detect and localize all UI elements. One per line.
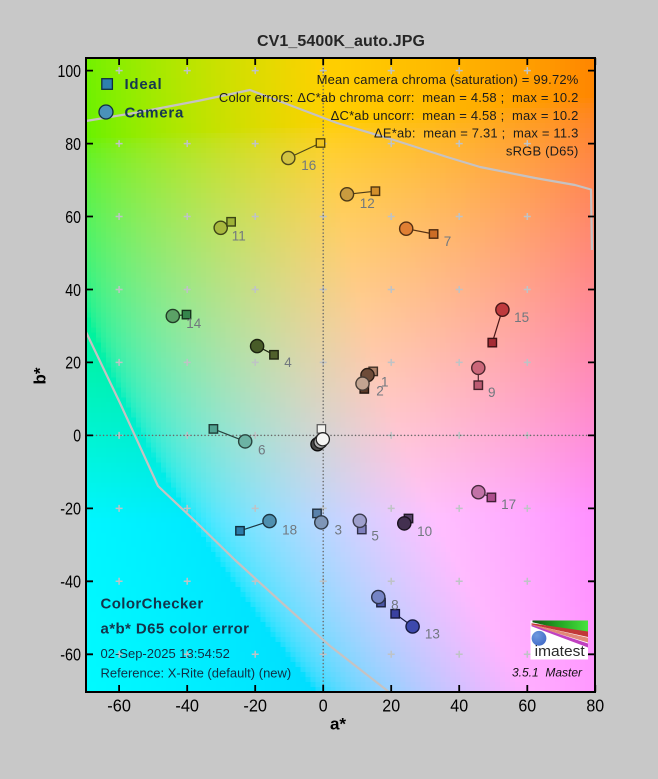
svg-text:20: 20: [65, 353, 81, 373]
svg-text:ΔE*ab: mean = 7.31 ; max = 1: ΔE*ab: mean = 7.31 ; max = 11.3: [374, 126, 578, 141]
svg-text:a*b* D65 color error: a*b* D65 color error: [101, 621, 250, 638]
svg-text:-40: -40: [175, 696, 199, 716]
svg-text:20: 20: [382, 696, 400, 716]
svg-text:60: 60: [65, 207, 81, 227]
svg-text:6: 6: [258, 442, 266, 457]
svg-text:Camera: Camera: [125, 105, 185, 122]
svg-text:b*: b*: [31, 367, 50, 384]
svg-text:1: 1: [381, 375, 389, 390]
svg-text:12: 12: [360, 196, 375, 211]
svg-text:3: 3: [335, 522, 343, 537]
svg-text:13: 13: [425, 627, 440, 642]
svg-text:16: 16: [301, 158, 316, 173]
svg-text:3.5.1 Master: 3.5.1 Master: [512, 666, 583, 680]
svg-text:2: 2: [376, 383, 384, 398]
svg-text:ColorChecker: ColorChecker: [101, 596, 204, 613]
svg-text:5: 5: [371, 529, 379, 544]
svg-text:100: 100: [58, 61, 82, 81]
svg-text:imatest: imatest: [535, 644, 585, 660]
svg-text:9: 9: [488, 385, 496, 400]
svg-text:80: 80: [586, 696, 604, 716]
svg-text:Reference: X-Rite (default) (n: Reference: X-Rite (default) (new): [101, 666, 292, 681]
svg-text:Color errors: ΔC*ab chroma cor: Color errors: ΔC*ab chroma corr: mean = …: [219, 90, 579, 105]
svg-text:4: 4: [284, 355, 292, 370]
svg-text:ΔC*ab uncorr: mean = 4.58 ;: ΔC*ab uncorr: mean = 4.58 ; max = 10.2: [331, 108, 579, 123]
svg-text:18: 18: [282, 522, 297, 537]
svg-text:7: 7: [444, 234, 452, 249]
svg-text:17: 17: [501, 497, 516, 512]
svg-text:40: 40: [65, 280, 81, 300]
svg-text:-20: -20: [243, 696, 267, 716]
svg-text:10: 10: [417, 524, 432, 539]
svg-text:a*: a*: [330, 715, 346, 734]
svg-text:40: 40: [450, 696, 468, 716]
svg-text:8: 8: [391, 598, 399, 613]
svg-text:14: 14: [186, 316, 202, 331]
svg-text:Ideal: Ideal: [125, 76, 163, 93]
svg-text:80: 80: [65, 134, 81, 154]
svg-text:15: 15: [514, 310, 529, 325]
svg-text:-60: -60: [107, 696, 131, 716]
svg-text:11: 11: [232, 229, 246, 244]
svg-text:-40: -40: [60, 572, 81, 592]
svg-text:60: 60: [518, 696, 536, 716]
svg-text:Mean camera chroma (saturation: Mean camera chroma (saturation) = 99.72%: [317, 72, 579, 87]
svg-text:-20: -20: [60, 499, 81, 519]
svg-text:0: 0: [319, 696, 328, 716]
svg-text:sRGB (D65): sRGB (D65): [506, 143, 579, 158]
svg-text:02-Sep-2025 13:54:52: 02-Sep-2025 13:54:52: [101, 646, 230, 661]
svg-text:CV1_5400K_auto.JPG: CV1_5400K_auto.JPG: [257, 33, 425, 50]
svg-text:0: 0: [73, 426, 81, 446]
svg-text:-60: -60: [60, 645, 81, 665]
